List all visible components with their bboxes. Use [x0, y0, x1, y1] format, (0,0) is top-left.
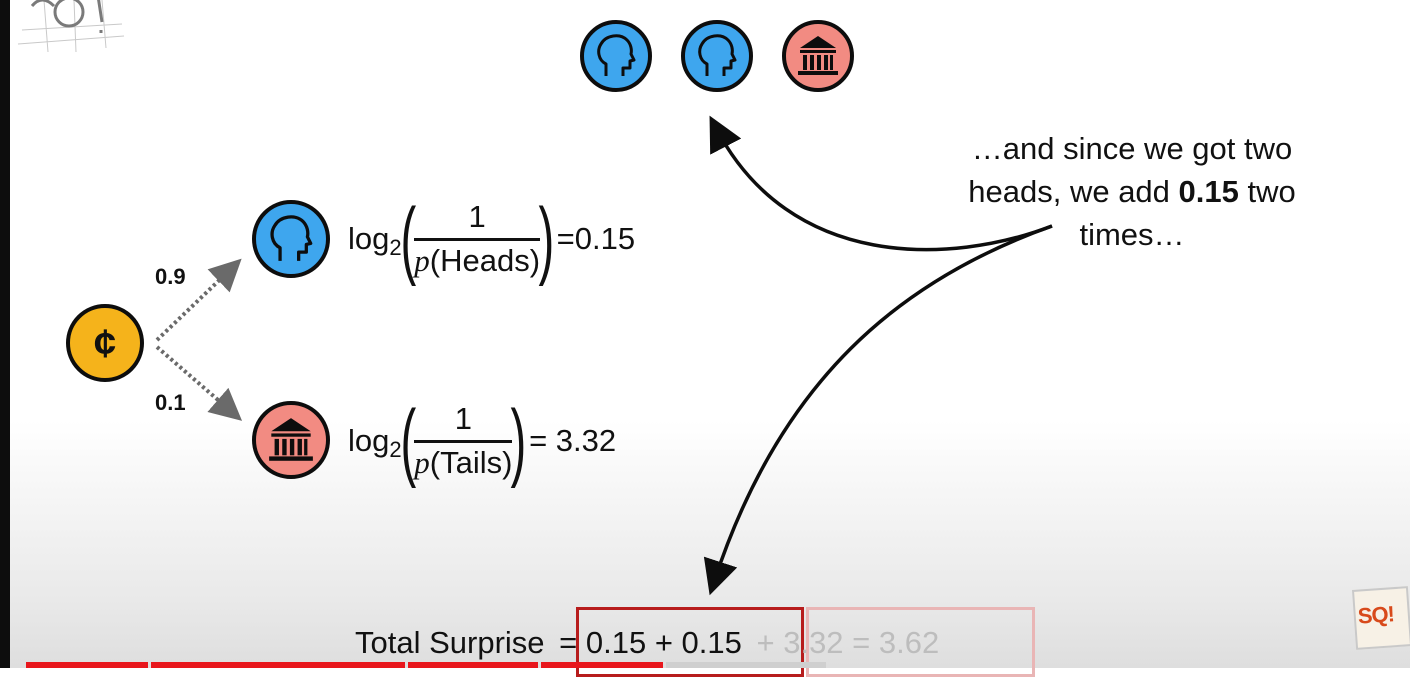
arrow-to-total: [703, 224, 1053, 596]
caption-line-3: times…: [1079, 217, 1185, 252]
left-paren: (: [400, 393, 416, 489]
heads-icon-circle: [252, 200, 330, 278]
tails-surprise-formula: log 2 ( 1 p(Tails) ) = 3.32: [348, 398, 616, 484]
p-symbol: p: [414, 243, 430, 278]
numerator: 1: [454, 401, 472, 436]
explanation-caption: …and since we got two heads, we add 0.15…: [932, 127, 1332, 256]
caption-line-2-start: heads, we add: [968, 174, 1179, 209]
progress-remaining-segment[interactable]: [666, 662, 826, 668]
tails-result: = 3.32: [529, 423, 617, 458]
branch-arrows: [155, 258, 243, 421]
logo-text: SQ!: [1356, 601, 1395, 629]
log-base: 2: [389, 437, 402, 462]
prob-heads-label: 0.9: [155, 264, 186, 289]
denominator-text: (Heads): [429, 243, 541, 278]
head-icon: [698, 34, 737, 76]
right-paren: ): [538, 191, 555, 287]
arrow-to-outcomes: [709, 115, 1053, 252]
coin-symbol: ¢: [93, 322, 117, 366]
head-icon: [597, 34, 636, 76]
fraction-bar: [414, 440, 513, 443]
prob-tails-label: 0.1: [155, 390, 186, 415]
outcome-tails-icon: [782, 20, 854, 92]
caption-line-2-end: two: [1238, 174, 1296, 209]
total-surprise-line: Total Surprise = 0.15 + 0.15 + 3.32 = 3.…: [355, 625, 939, 661]
outcome-heads-icon-2: [681, 20, 753, 92]
denominator-text: (Tails): [429, 445, 513, 480]
denominator: p(Heads): [414, 242, 540, 280]
progress-chapter-segment[interactable]: [26, 662, 148, 668]
caption-highlight-value: 0.15: [1178, 174, 1239, 209]
building-icon: [269, 418, 313, 461]
statquest-logo: SQ!: [1351, 586, 1410, 650]
statquest-watermark-doodle: [17, 0, 125, 52]
building-icon: [798, 36, 838, 75]
log-base: 2: [389, 235, 402, 260]
total-faded-terms: + 3.32 = 3.62: [756, 625, 940, 660]
fraction-bar: [414, 238, 541, 241]
branch-arrow-tails: [155, 345, 243, 421]
progress-chapter-segment[interactable]: [408, 662, 538, 668]
log-label: log: [348, 423, 390, 458]
heads-surprise-formula: log 2 ( 1 p(Heads) ) =0.15: [348, 196, 635, 282]
total-highlighted-terms: = 0.15 + 0.15: [559, 625, 742, 660]
denominator: p(Tails): [414, 444, 512, 482]
numerator: 1: [468, 199, 486, 234]
tails-icon-circle: [252, 401, 330, 479]
right-paren: ): [510, 393, 527, 489]
head-icon: [270, 215, 313, 261]
fraction: 1 p(Tails): [414, 400, 513, 482]
fraction: 1 p(Heads): [414, 198, 541, 280]
caption-line-2: heads, we add 0.15 two: [932, 170, 1332, 213]
video-progress-bar[interactable]: [26, 662, 826, 668]
coin-icon: ¢: [66, 304, 144, 382]
p-symbol: p: [414, 445, 430, 480]
left-paren: (: [400, 191, 416, 287]
log-label: log: [348, 221, 390, 256]
progress-chapter-segment[interactable]: [541, 662, 663, 668]
progress-chapter-segment[interactable]: [151, 662, 405, 668]
outcome-heads-icon-1: [580, 20, 652, 92]
caption-line-1: …and since we got two: [971, 131, 1293, 166]
heads-result: =0.15: [556, 221, 636, 256]
window-edge: [0, 0, 10, 668]
total-surprise-label: Total Surprise: [355, 625, 545, 660]
